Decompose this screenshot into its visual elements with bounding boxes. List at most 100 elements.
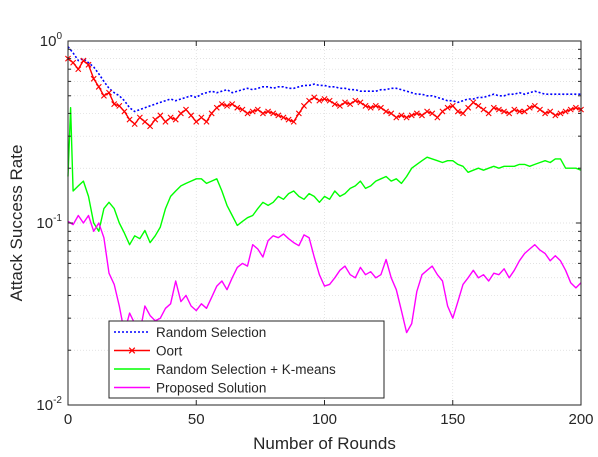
series-point [311,94,318,101]
series-point [244,110,251,117]
x-tick-label: 150 [440,411,465,428]
legend-label: Random Selection [156,325,266,340]
series-point [234,104,241,111]
series-point [259,110,266,117]
legend: Random Selection Oort Random Selection + K… [108,320,385,399]
series-point [203,118,210,125]
series-point [326,97,333,104]
x-tick-label: 0 [64,411,72,428]
series-point [449,102,456,109]
legend-box [108,320,385,399]
series-point [485,110,492,117]
legend-marker [128,347,136,354]
series-point [526,104,533,111]
series-point [567,106,574,113]
legend-label: Proposed Solution [156,381,266,396]
series-point [429,110,436,117]
series-point [357,99,364,106]
series-point [188,112,195,119]
series-line [67,107,582,246]
series-point [116,102,123,109]
series-point [100,92,107,99]
series-point [562,108,569,115]
series-point [218,101,225,108]
series-point [367,104,374,111]
series-point [157,112,164,119]
series-point [70,59,77,66]
series-point [536,106,543,113]
series-point [121,108,128,115]
series-point [275,112,282,119]
series-point [85,61,92,68]
series-point [490,104,497,111]
legend-entry: Oort [114,344,183,359]
y-axis-label: Attack Success Rate [7,145,26,302]
series-point [106,89,113,96]
series-point [306,97,313,104]
series-point [126,116,133,123]
series-point [393,114,400,121]
series-point [336,102,343,109]
series-point [265,108,272,115]
legend-entry: Proposed Solution [114,381,266,396]
series-point [460,110,466,117]
series-point [547,108,554,115]
series-point [167,114,174,121]
series-point [398,112,405,119]
series-point [424,108,431,115]
x-tick-label: 200 [568,411,593,428]
legend-entry: Random Selection [114,325,266,340]
series-point [352,97,359,104]
series-point [270,110,277,117]
series-point [198,114,205,121]
series-point [224,102,231,109]
x-tick-label: 50 [188,411,205,428]
series-point [552,112,559,119]
series-point [183,106,189,113]
series-point [454,108,461,115]
series-point [249,108,256,115]
series-layer [65,46,584,334]
series-point [229,101,236,108]
series-point [295,110,302,117]
series-point [506,110,513,117]
tick-labels: 0 50 100 150 200 10-2 10-1 100 [36,31,593,428]
series-point [331,101,338,108]
series-point [542,110,549,117]
x-tick-label: 100 [312,411,337,428]
series-point [501,108,508,115]
series-point [475,102,482,109]
series-point [388,110,395,117]
series-point [418,112,425,119]
series-point [372,102,379,109]
series-point [362,102,369,109]
series-point [193,118,200,125]
series-point [495,106,502,113]
series-point [111,101,118,108]
series-point [239,106,246,113]
series-point [408,112,415,119]
series-point [141,118,148,125]
series-point [342,99,349,106]
y-tick-label: 10-2 [36,395,62,414]
legend-entry: Random Selection + K-means [114,362,336,377]
series-point [90,75,97,82]
series-point [80,57,87,64]
series-point [136,114,143,121]
series-point [521,108,528,115]
series-point [131,120,138,127]
series-point [347,101,354,108]
series-point [213,104,220,111]
series-point [285,116,292,123]
series-point [480,106,487,113]
series-point [444,104,451,111]
series-point [177,110,184,117]
y-tick-label: 100 [40,31,63,50]
series-0 [67,46,581,113]
series-point [511,106,518,113]
legend-label: Oort [156,344,183,359]
series-point [95,83,102,90]
series-point [383,108,390,115]
series-point [434,114,441,121]
